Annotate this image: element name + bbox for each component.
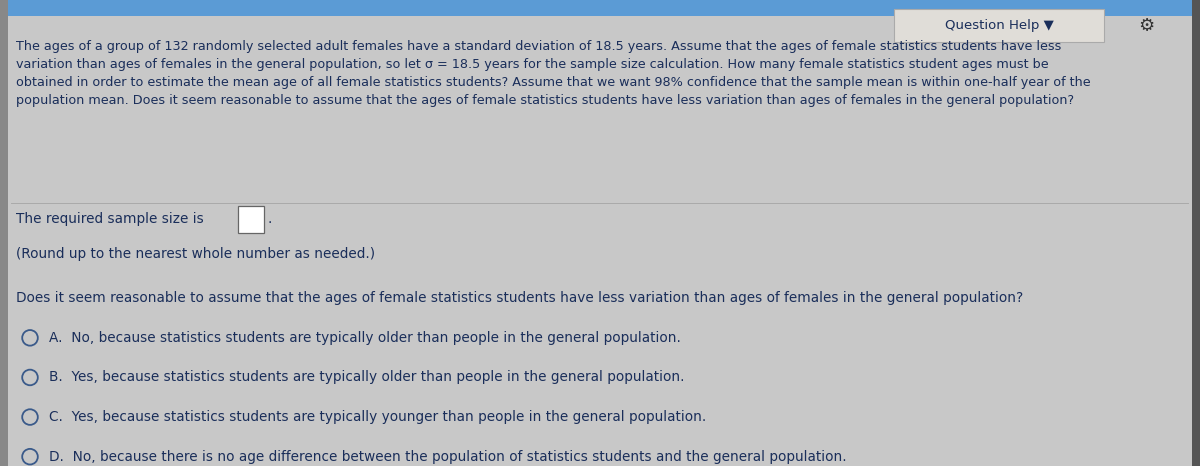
- Text: C.  Yes, because statistics students are typically younger than people in the ge: C. Yes, because statistics students are …: [49, 410, 707, 424]
- Text: .: .: [268, 212, 272, 226]
- Text: The required sample size is: The required sample size is: [16, 212, 203, 226]
- Text: Question Help ▼: Question Help ▼: [944, 19, 1054, 32]
- Text: B.  Yes, because statistics students are typically older than people in the gene: B. Yes, because statistics students are …: [49, 370, 685, 384]
- FancyBboxPatch shape: [238, 206, 264, 233]
- Text: A.  No, because statistics students are typically older than people in the gener: A. No, because statistics students are t…: [49, 331, 682, 345]
- FancyBboxPatch shape: [894, 9, 1104, 42]
- Text: D.  No, because there is no age difference between the population of statistics : D. No, because there is no age differenc…: [49, 450, 847, 464]
- FancyBboxPatch shape: [1192, 0, 1200, 466]
- Text: Does it seem reasonable to assume that the ages of female statistics students ha: Does it seem reasonable to assume that t…: [16, 291, 1022, 305]
- Text: (Round up to the nearest whole number as needed.): (Round up to the nearest whole number as…: [16, 247, 374, 261]
- FancyBboxPatch shape: [0, 0, 1200, 16]
- Text: ⚙: ⚙: [1138, 17, 1154, 34]
- Text: The ages of a group of 132 randomly selected adult females have a standard devia: The ages of a group of 132 randomly sele…: [16, 40, 1091, 107]
- FancyBboxPatch shape: [0, 0, 8, 466]
